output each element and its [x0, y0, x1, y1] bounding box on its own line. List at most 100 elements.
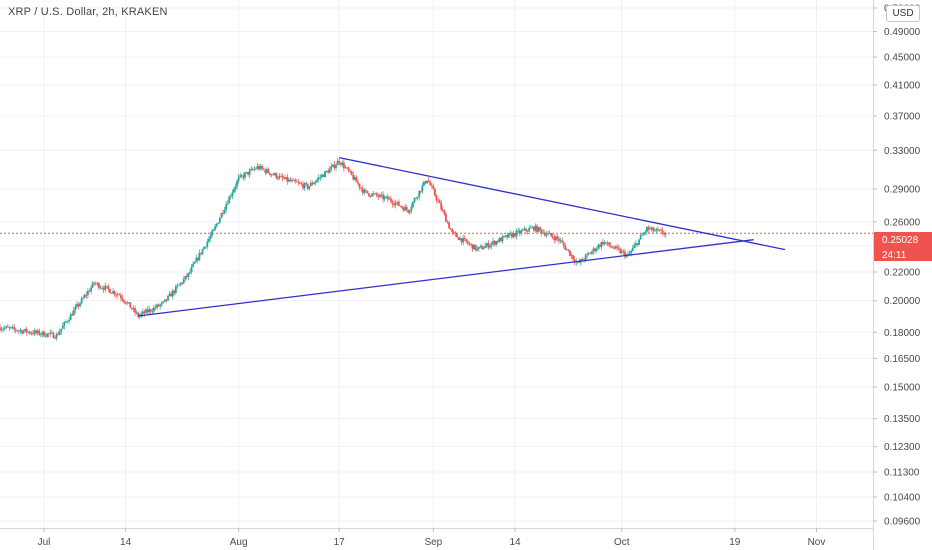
candle-body	[292, 179, 295, 181]
candle-body	[451, 229, 454, 233]
candle-body	[600, 242, 603, 247]
candle-body	[57, 334, 59, 336]
candle-body	[5, 326, 8, 328]
candle-body	[275, 173, 278, 179]
candle-body	[85, 294, 88, 296]
candle-body	[427, 180, 430, 182]
candle-body	[523, 228, 526, 231]
candle-body	[459, 238, 461, 240]
candle-body	[352, 174, 355, 180]
candle-body	[477, 246, 480, 249]
candle-body	[553, 237, 556, 241]
candle-body	[174, 286, 177, 293]
candle-body	[209, 235, 212, 239]
candle-body	[587, 253, 590, 255]
candle-body	[140, 313, 143, 316]
candle-body	[548, 232, 551, 234]
candle-body	[102, 288, 105, 290]
candle-body	[382, 194, 385, 200]
lower-trendline[interactable]	[138, 239, 754, 317]
candle-body	[407, 209, 410, 213]
candle-body	[602, 242, 604, 245]
candle-body	[14, 329, 17, 331]
candle-body	[374, 193, 377, 195]
trendline-drawings[interactable]	[138, 156, 786, 317]
candle-body	[240, 175, 243, 176]
candle-body	[481, 246, 483, 250]
candle-body	[156, 304, 158, 308]
last-price-label: 0.25028	[882, 235, 919, 246]
candle-body	[649, 228, 651, 230]
candle-body	[448, 222, 450, 229]
candle-body	[185, 275, 188, 278]
candle-body	[589, 253, 592, 255]
candle-body	[603, 242, 606, 245]
candle-body	[369, 195, 372, 197]
candle-body	[564, 245, 567, 250]
candle-body	[578, 261, 581, 263]
candle-body	[261, 166, 264, 169]
candle-body	[358, 183, 361, 188]
candle-body	[170, 293, 173, 297]
upper-trendline[interactable]	[339, 156, 786, 251]
candle-body	[460, 238, 463, 243]
candle-body	[239, 175, 242, 178]
candle-body	[317, 177, 320, 180]
candle-body	[266, 169, 268, 173]
price-axis[interactable]: 0.530000.490000.450000.410000.370000.330…	[873, 4, 921, 528]
x-tick-label: 14	[120, 537, 132, 548]
candle-body	[531, 226, 534, 228]
candle-body	[641, 234, 644, 236]
candle-body	[110, 292, 113, 294]
candle-body	[233, 189, 235, 193]
candle-body	[490, 243, 493, 246]
candle-body	[115, 294, 118, 296]
candle-body	[551, 235, 554, 238]
candle-body	[424, 181, 427, 184]
candle-body	[652, 227, 655, 232]
candle-body	[492, 240, 494, 244]
time-axis[interactable]: Jul 14 Aug 17 Sep 14 Oct 19 Nov	[38, 528, 826, 548]
candle-body	[449, 228, 452, 230]
candle-body	[405, 206, 408, 210]
candle-body	[456, 233, 458, 238]
candle-body	[112, 291, 114, 294]
candle-body	[305, 183, 308, 185]
candle-body	[105, 285, 108, 287]
x-tick-label: Oct	[614, 537, 630, 548]
candle-body	[528, 228, 531, 232]
candle-body	[536, 225, 538, 232]
candle-body	[195, 257, 198, 262]
candle-body	[137, 312, 140, 317]
candle-body	[141, 311, 144, 314]
candle-body	[418, 190, 421, 198]
candle-body	[154, 307, 157, 309]
candle-body	[383, 196, 386, 200]
candle-body	[291, 180, 293, 182]
candle-body	[273, 173, 276, 175]
currency-button[interactable]: USD	[886, 5, 920, 22]
candle-body	[130, 308, 133, 310]
candle-body	[614, 246, 617, 249]
candle-body	[132, 308, 135, 310]
candle-body	[624, 251, 626, 257]
y-tick-label: 0.37000	[884, 111, 921, 122]
y-tick-label: 0.09600	[884, 517, 921, 528]
y-tick-label: 0.29000	[884, 185, 921, 196]
candle-body	[61, 325, 64, 329]
candle-body	[149, 309, 152, 312]
candle-body	[24, 328, 27, 331]
candle-body	[647, 227, 650, 230]
candle-body	[364, 189, 367, 191]
candle-body	[526, 230, 529, 232]
vertical-gridlines	[43, 0, 817, 528]
candle-body	[529, 227, 532, 229]
candle-body	[28, 331, 31, 334]
x-tick-label: Aug	[230, 537, 248, 548]
candle-body	[661, 230, 664, 234]
candle-body	[488, 245, 491, 248]
x-tick-label: Jul	[38, 537, 51, 548]
candle-body	[165, 299, 168, 301]
last-price-badge: 0.25028 24:11	[874, 232, 932, 261]
